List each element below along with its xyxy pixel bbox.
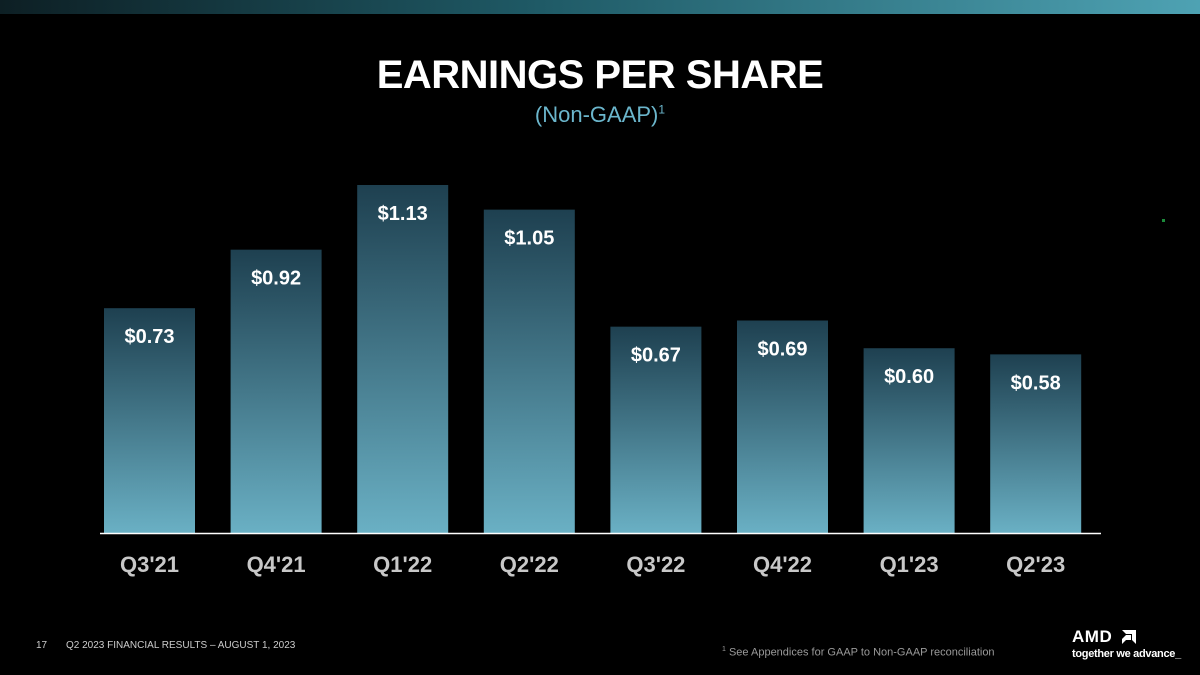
x-tick-label: Q3'21	[120, 552, 179, 577]
bar-value-label: $0.60	[884, 366, 934, 388]
bar	[357, 185, 449, 533]
decorative-dot	[1162, 219, 1165, 222]
footnote-marker: 1	[722, 646, 726, 653]
bar-value-label: $1.05	[504, 228, 554, 250]
x-tick-label: Q2'22	[500, 552, 559, 577]
x-tick-label: Q1'23	[880, 552, 939, 577]
footer-event-text: Q2 2023 FINANCIAL RESULTS – AUGUST 1, 20…	[66, 640, 296, 651]
page-number: 17	[36, 640, 48, 651]
bar-value-label: $0.92	[251, 268, 301, 290]
x-tick-label: Q1'22	[373, 552, 432, 577]
page-subtitle: (Non-GAAP)1	[0, 100, 1200, 130]
x-tick-label: Q4'21	[247, 552, 306, 577]
bar-value-label: $0.69	[757, 339, 807, 361]
bar	[483, 209, 575, 534]
bar	[610, 326, 702, 533]
bar-value-label: $0.58	[1011, 372, 1061, 394]
bar	[104, 308, 195, 533]
x-tick-label: Q3'22	[626, 552, 685, 577]
amd-logo: AMD together we advance_	[1072, 628, 1190, 664]
bar-value-label: $1.13	[378, 203, 428, 225]
bar-value-label: $0.67	[631, 345, 681, 367]
bar	[230, 249, 322, 534]
amd-arrow-icon	[1122, 630, 1136, 644]
logo-wordmark: AMD	[1072, 627, 1113, 646]
subtitle-text: (Non-GAAP)	[534, 102, 659, 127]
x-tick-label: Q4'22	[753, 552, 812, 577]
bar	[863, 348, 955, 533]
top-accent-bar	[0, 0, 1200, 14]
x-tick-label: Q2'23	[1006, 552, 1065, 577]
footnote: 1 See Appendices for GAAP to Non-GAAP re…	[722, 646, 995, 659]
footnote-text: See Appendices for GAAP to Non-GAAP reco…	[728, 646, 995, 659]
bar-value-label: $0.73	[124, 326, 174, 348]
bar	[990, 354, 1082, 533]
logo-tagline: together we advance_	[1072, 648, 1181, 660]
subtitle-footnote-marker: 1	[658, 102, 666, 117]
bar	[737, 320, 828, 533]
page-title: EARNINGS PER SHARE	[376, 53, 824, 97]
